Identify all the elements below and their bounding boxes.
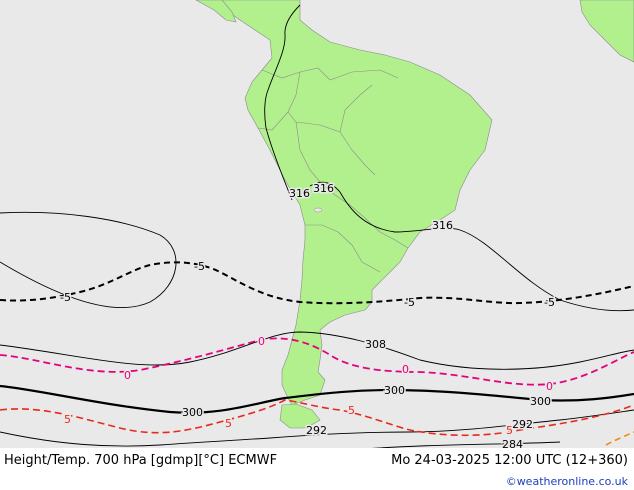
label-292-b: 292 — [512, 418, 533, 431]
label-316-b: 316 — [313, 182, 334, 195]
temp-contour-10 — [605, 431, 634, 446]
label-308: 308 — [365, 338, 386, 351]
height-contour-300 — [0, 384, 634, 414]
label-minus5-d: -5 — [544, 296, 555, 309]
product-title: Height/Temp. 700 hPa [gdmp][°C] ECMWF — [4, 453, 278, 468]
label-minus5-a: -5 — [60, 291, 71, 304]
label-5-c: 5 — [348, 404, 355, 417]
label-0-d: 0 — [546, 380, 553, 393]
label-316-c: 316 — [432, 219, 453, 232]
map-footer: Height/Temp. 700 hPa [gdmp][°C] ECMWF Mo… — [0, 448, 634, 490]
label-316-a: 316 — [289, 187, 310, 200]
valid-time: Mo 24-03-2025 12:00 UTC (12+360) — [391, 453, 628, 468]
credit-link[interactable]: ©weatheronline.co.uk — [505, 475, 628, 488]
label-300-c: 300 — [530, 395, 551, 408]
label-0-c: 0 — [402, 363, 409, 376]
africa-land — [579, 0, 634, 63]
label-300-a: 300 — [182, 406, 203, 419]
tierra-del-fuego — [279, 403, 321, 429]
temp-contour-0 — [0, 337, 634, 386]
temp-contour-minus5 — [0, 261, 634, 305]
label-5-a: 5 — [64, 413, 71, 426]
label-minus5-c: -5 — [404, 296, 415, 309]
lake-titicaca — [313, 207, 323, 213]
south-america-land — [221, 0, 493, 406]
label-5-b: 5 — [225, 417, 232, 430]
label-0-b: 0 — [258, 335, 265, 348]
label-300-b: 300 — [384, 384, 405, 397]
label-0-a: 0 — [124, 369, 131, 382]
temp-contour-5 — [0, 399, 634, 437]
label-5-d: 5 — [506, 424, 513, 437]
country-borders — [257, 67, 409, 273]
label-minus5-b: -5 — [194, 260, 205, 273]
label-292-a: 292 — [306, 424, 327, 437]
central-america-land — [195, 0, 237, 23]
